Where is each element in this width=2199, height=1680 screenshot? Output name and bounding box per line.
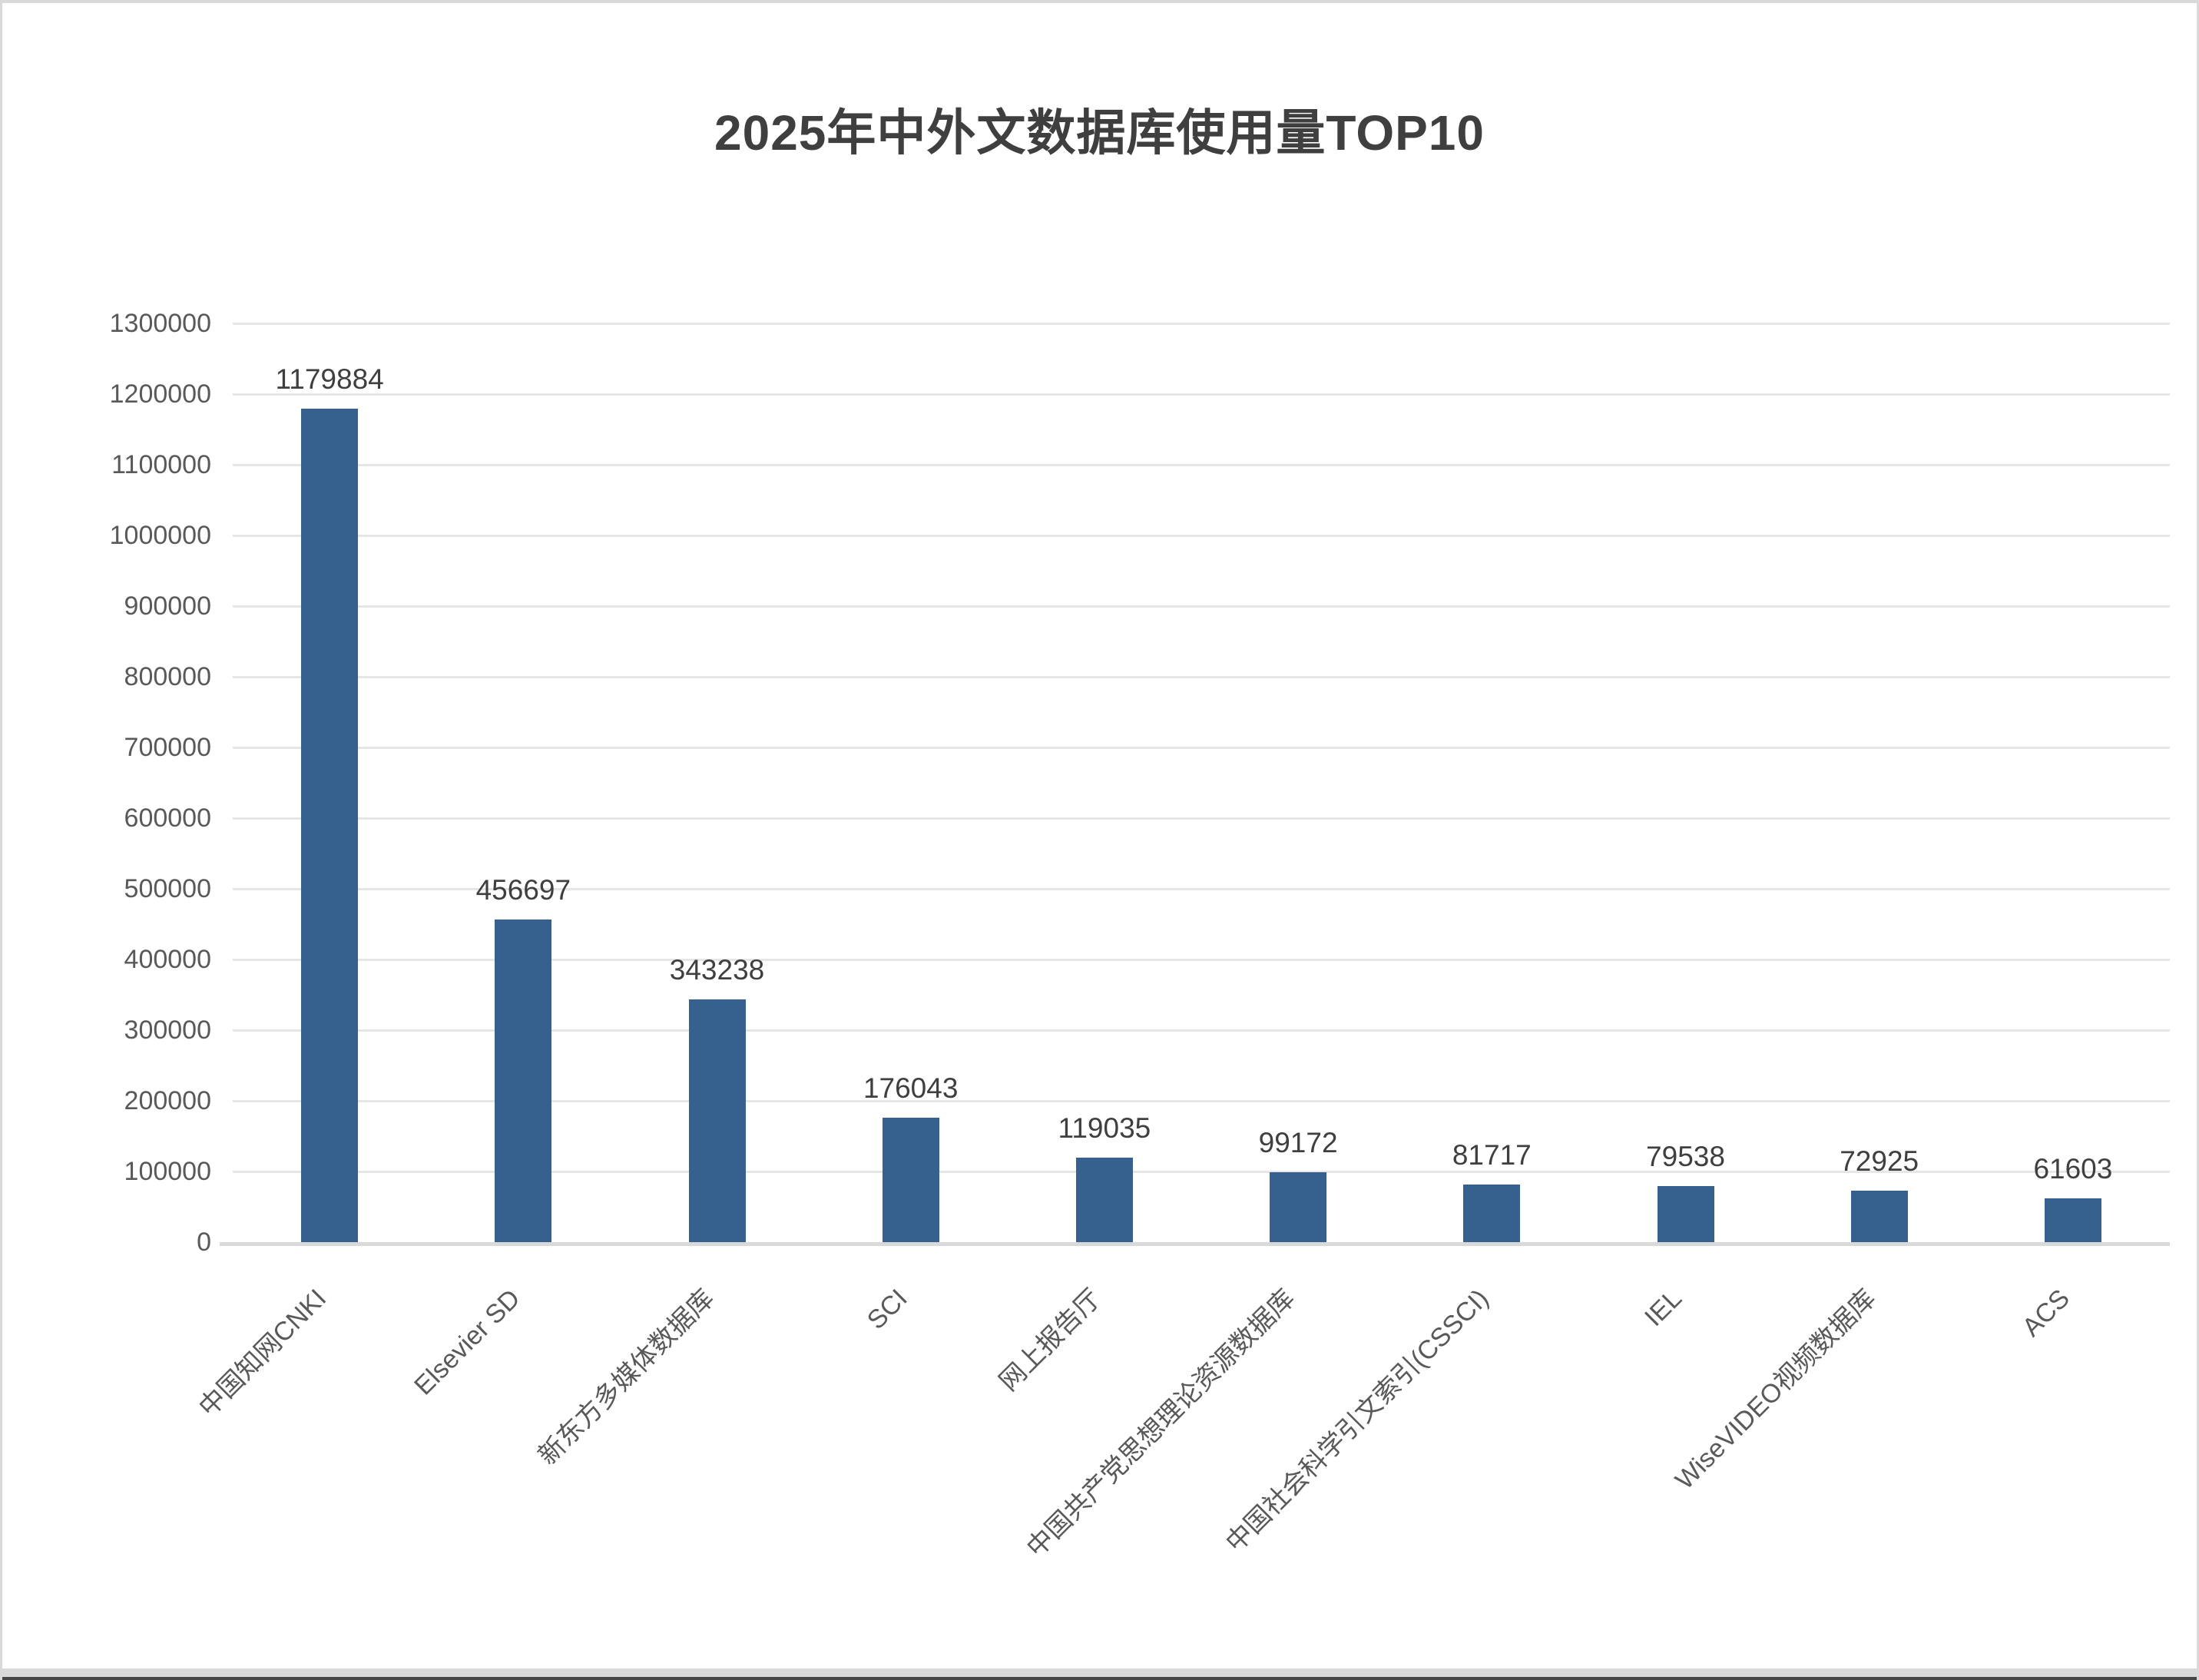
y-axis-tick-label: 500000: [124, 874, 211, 903]
x-category-label: 网上报告厅: [993, 1284, 1107, 1397]
gridline: [233, 323, 2170, 325]
bar: [1850, 1190, 1908, 1242]
bar-value-label: 99172: [1258, 1126, 1338, 1158]
x-category-label: WiseVIDEO视频数据库: [1670, 1284, 1882, 1496]
x-category-label: ACS: [2016, 1284, 2075, 1343]
bar-value-label: 1179884: [275, 363, 384, 395]
bar-value-label: 81717: [1452, 1138, 1532, 1171]
bar: [688, 999, 746, 1242]
bar-value-label: 79538: [1646, 1140, 1725, 1172]
bar-value-label: 61603: [2033, 1153, 2113, 1185]
bar: [301, 408, 359, 1242]
gridline: [233, 1029, 2170, 1032]
bar: [1075, 1158, 1133, 1242]
gridline: [233, 888, 2170, 890]
chart-title: 2025年中外文数据库使用量TOP10: [714, 105, 1485, 161]
x-category-label: SCI: [861, 1284, 913, 1336]
bar: [1657, 1185, 1714, 1242]
gridline: [233, 535, 2170, 537]
y-axis-tick-label: 700000: [124, 733, 211, 762]
gridline: [233, 393, 2170, 396]
x-axis-line: [220, 1242, 2170, 1246]
gridline: [233, 747, 2170, 749]
bar: [1463, 1184, 1521, 1242]
bar-value-label: 456697: [475, 873, 571, 906]
y-axis-tick-label: 1100000: [111, 450, 211, 479]
y-axis-tick-label: 200000: [124, 1086, 211, 1115]
gridline: [233, 605, 2170, 608]
y-axis-tick-label: 1200000: [109, 379, 211, 409]
y-axis-tick-label: 900000: [124, 591, 211, 621]
window-bottom-edge: [2, 1668, 2197, 1680]
y-axis-tick-label: 1300000: [109, 309, 211, 338]
bar-value-label: 119035: [1058, 1112, 1151, 1145]
y-axis-tick-label: 0: [197, 1228, 211, 1257]
gridline: [233, 817, 2170, 820]
bar: [2044, 1198, 2101, 1242]
bar-value-label: 72925: [1840, 1145, 1919, 1177]
bar: [882, 1118, 939, 1242]
y-axis-tick-label: 600000: [124, 804, 211, 833]
y-axis-tick-label: 300000: [124, 1016, 211, 1045]
bar: [495, 919, 552, 1242]
y-axis-tick-label: 1000000: [109, 521, 211, 550]
gridline: [233, 1100, 2170, 1102]
x-category-label: Elsevier SD: [408, 1284, 526, 1401]
bar-value-label: 343238: [669, 954, 765, 986]
gridline: [233, 676, 2170, 678]
bar-value-label: 176043: [863, 1072, 959, 1105]
y-axis-tick-label: 400000: [124, 945, 211, 974]
x-category-label: 中国知网CNKI: [193, 1284, 333, 1423]
bar: [1270, 1171, 1327, 1242]
x-category-label: 新东方多媒体数据库: [532, 1284, 720, 1471]
x-category-label: IEL: [1639, 1284, 1688, 1333]
gridline: [233, 1171, 2170, 1173]
gridline: [233, 959, 2170, 961]
y-axis-tick-label: 100000: [124, 1157, 211, 1186]
y-axis-tick-label: 800000: [124, 662, 211, 691]
gridline: [233, 464, 2170, 466]
